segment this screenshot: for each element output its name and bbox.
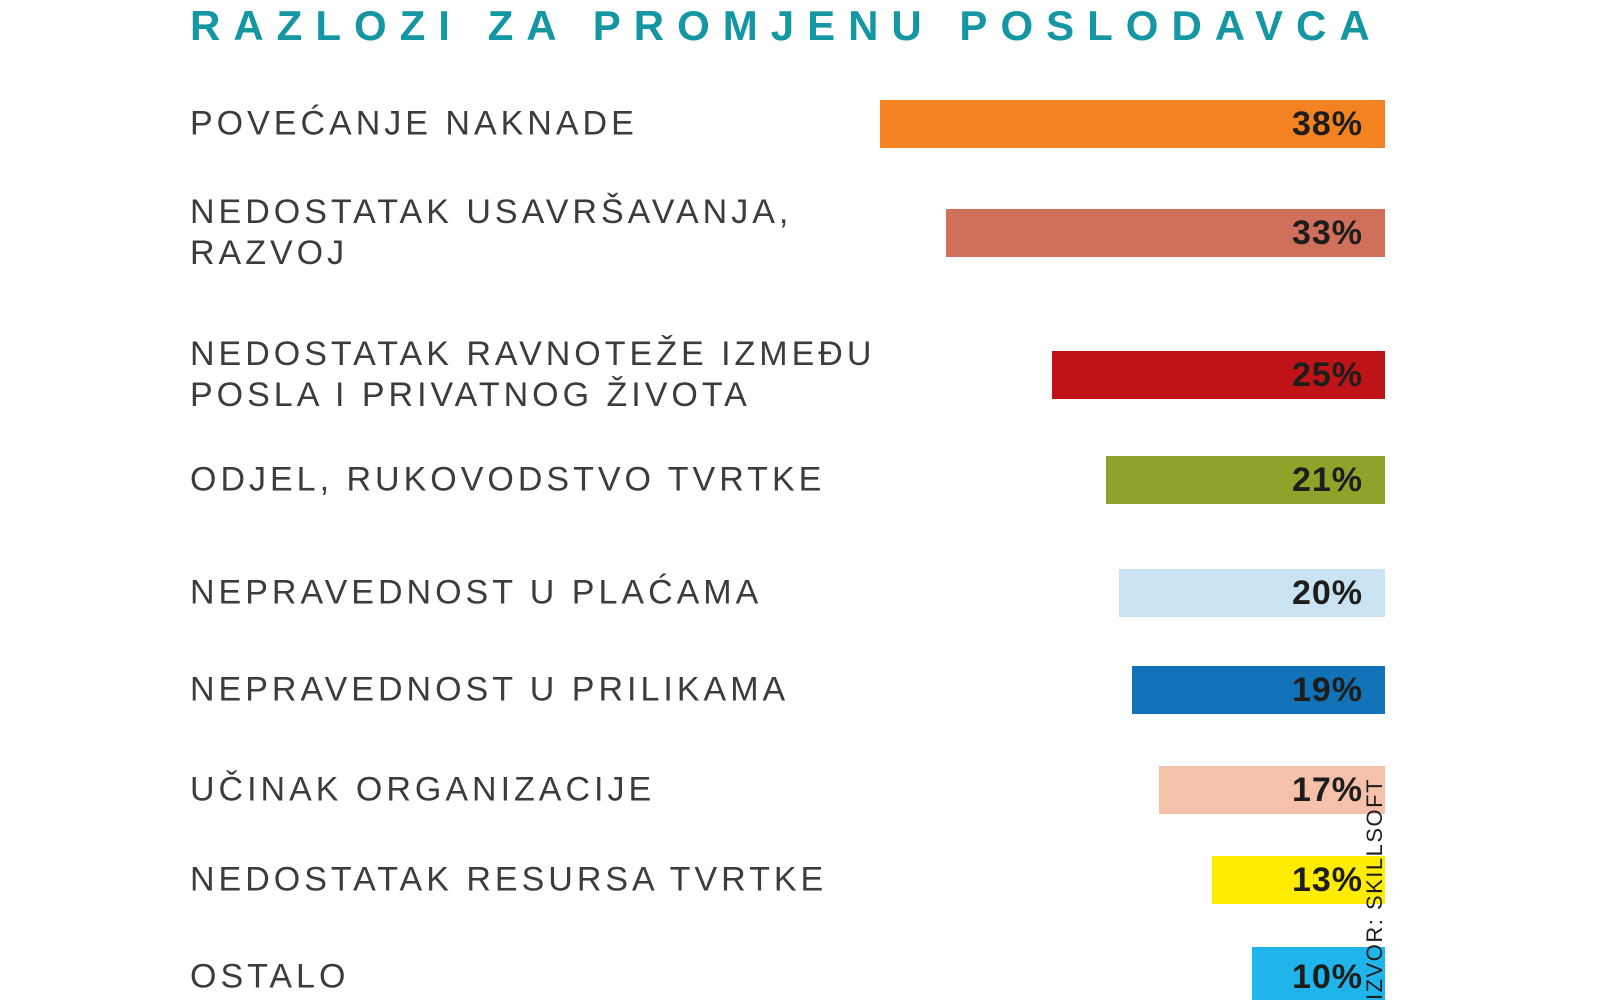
chart-row: NEPRAVEDNOST U PRILIKAMA 19% (0, 666, 1600, 714)
category-label-line: NEDOSTATAK RESURSA TVRTKE (190, 860, 828, 899)
source-credit: IZVOR: SKILLSOFT (1362, 777, 1387, 1000)
value-bar: 17% (1159, 766, 1385, 814)
category-label-line: RAZVOJ (190, 234, 349, 272)
value-bar: 21% (1106, 456, 1385, 504)
category-label-line: NEDOSTATAK USAVRŠAVANJA, (190, 193, 793, 231)
category-label-line: ODJEL, RUKOVODSTVO TVRTKE (190, 460, 826, 499)
value-bar: 38% (880, 100, 1385, 148)
chart-row: OSTALO 10% (0, 947, 1600, 1000)
value-bar: 20% (1119, 569, 1385, 617)
category-label-line: UČINAK ORGANIZACIJE (190, 770, 656, 809)
category-label-line: POVEĆANJE NAKNADE (190, 104, 638, 143)
value-label: 20% (1291, 573, 1363, 612)
chart-row: NEPRAVEDNOST U PLAĆAMA 20% (0, 569, 1600, 617)
chart-row: NEDOSTATAK RESURSA TVRTKE 13% (0, 856, 1600, 904)
category-label: NEDOSTATAK RESURSA TVRTKE (190, 860, 827, 901)
value-label: 19% (1291, 670, 1363, 709)
chart-row: UČINAK ORGANIZACIJE 17% (0, 766, 1600, 814)
category-label: ODJEL, RUKOVODSTVO TVRTKE (190, 460, 825, 501)
value-bar: 10% (1252, 947, 1385, 1000)
value-bar: 19% (1132, 666, 1385, 714)
chart-row: POVEĆANJE NAKNADE 38% (0, 100, 1600, 148)
value-label: 10% (1291, 957, 1363, 996)
category-label: NEPRAVEDNOST U PRILIKAMA (190, 670, 789, 711)
value-label: 21% (1291, 460, 1363, 499)
category-label: OSTALO (190, 957, 349, 998)
category-label-line: OSTALO (190, 957, 350, 996)
value-bar: 13% (1212, 856, 1385, 904)
value-label: 25% (1291, 355, 1363, 394)
value-label: 17% (1291, 770, 1363, 809)
category-label: NEDOSTATAK RAVNOTEŽE IZMEĐU POSLA I PRIVA… (190, 334, 875, 416)
value-bar: 33% (946, 209, 1385, 257)
chart-row: NEDOSTATAK RAVNOTEŽE IZMEĐU POSLA I PRIVA… (0, 335, 1600, 414)
category-label: POVEĆANJE NAKNADE (190, 104, 638, 145)
category-label: NEPRAVEDNOST U PLAĆAMA (190, 573, 762, 614)
chart-row: NEDOSTATAK USAVRŠAVANJA, RAZVOJ 33% (0, 193, 1600, 272)
category-label-line: NEDOSTATAK RAVNOTEŽE IZMEĐU (190, 335, 876, 373)
category-label: UČINAK ORGANIZACIJE (190, 770, 655, 811)
category-label-line: NEPRAVEDNOST U PLAĆAMA (190, 573, 763, 612)
value-label: 38% (1291, 104, 1363, 143)
value-label: 13% (1291, 860, 1363, 899)
category-label-line: POSLA I PRIVATNOG ŽIVOTA (190, 376, 751, 414)
category-label: NEDOSTATAK USAVRŠAVANJA, RAZVOJ (190, 192, 792, 274)
category-label-line: NEPRAVEDNOST U PRILIKAMA (190, 670, 790, 709)
chart-row: ODJEL, RUKOVODSTVO TVRTKE 21% (0, 456, 1600, 504)
value-bar: 25% (1052, 351, 1385, 399)
chart-title: RAZLOZI ZA PROMJENU POSLODAVCA (190, 2, 1383, 49)
value-label: 33% (1291, 213, 1363, 252)
